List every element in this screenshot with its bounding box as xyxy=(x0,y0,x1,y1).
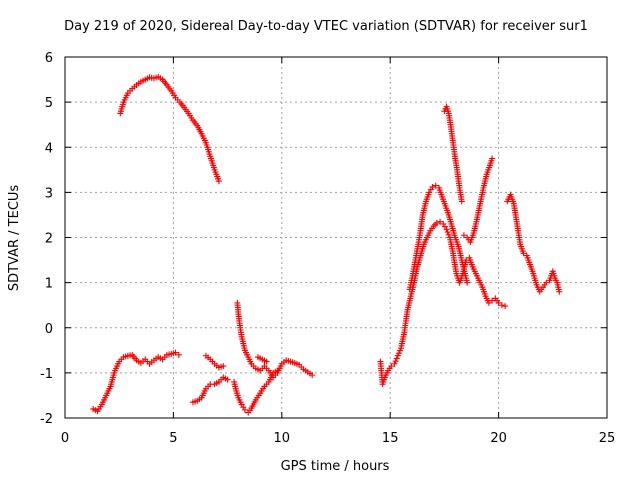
series-track-2 xyxy=(90,349,182,415)
y-axis-label: SDTVAR / TECUs xyxy=(7,185,22,292)
data-point xyxy=(520,250,527,257)
data-point xyxy=(274,367,281,374)
data-point xyxy=(224,376,231,383)
data-point xyxy=(175,351,182,358)
data-point xyxy=(498,302,505,309)
series-track-9 xyxy=(406,182,471,293)
y-tick-label: 4 xyxy=(45,141,53,156)
series-track-3 xyxy=(189,374,231,406)
data-point xyxy=(458,198,465,205)
data-point xyxy=(393,355,400,362)
data-point xyxy=(433,220,440,227)
data-point xyxy=(556,288,563,295)
data-point xyxy=(464,279,471,286)
data-point xyxy=(392,358,399,365)
y-tick-label: 2 xyxy=(45,232,53,247)
series-track-12 xyxy=(504,191,563,295)
series-track-8 xyxy=(377,218,509,388)
x-tick-label: 5 xyxy=(169,431,177,446)
data-point xyxy=(388,363,395,370)
data-point xyxy=(263,358,270,365)
data-point xyxy=(394,352,401,359)
series-track-5 xyxy=(234,299,316,381)
data-point xyxy=(495,299,502,306)
data-point xyxy=(432,182,439,189)
data-point xyxy=(172,349,179,356)
data-point xyxy=(215,178,222,185)
x-tick-label: 0 xyxy=(61,431,69,446)
data-point xyxy=(460,232,467,239)
data-point xyxy=(445,231,452,238)
data-point xyxy=(543,279,550,286)
y-tick-label: 1 xyxy=(45,277,53,292)
x-tick-label: 10 xyxy=(274,431,291,446)
series-track-11 xyxy=(460,155,496,246)
data-point xyxy=(396,347,403,354)
x-tick-label: 20 xyxy=(490,431,507,446)
data-point xyxy=(220,363,227,370)
data-point xyxy=(429,183,436,190)
chart-title: Day 219 of 2020, Sidereal Day-to-day VTE… xyxy=(64,19,588,34)
data-marks xyxy=(90,73,563,416)
series-track-6 xyxy=(231,367,281,416)
x-axis-label: GPS time / hours xyxy=(281,459,390,474)
data-point xyxy=(502,303,509,310)
x-tick-label: 25 xyxy=(599,431,616,446)
y-tick-label: 5 xyxy=(45,96,53,111)
y-tick-label: 3 xyxy=(45,186,53,201)
data-point xyxy=(489,155,496,162)
axes-layer: 0 5 10 15 20 25 -2 -1 0 1 2 3 4 5 6 xyxy=(40,51,615,446)
grid-layer xyxy=(65,57,607,418)
series-track-1 xyxy=(117,73,222,185)
data-point xyxy=(395,350,402,357)
data-point xyxy=(443,226,450,233)
data-point xyxy=(485,299,492,306)
y-tick-label: -2 xyxy=(40,412,53,427)
y-tick-label: 0 xyxy=(45,322,53,337)
series-track-10 xyxy=(441,103,465,205)
x-tick-label: 15 xyxy=(382,431,399,446)
data-point xyxy=(391,360,398,367)
data-point xyxy=(444,229,451,236)
data-point xyxy=(437,218,444,225)
y-tick-label: -1 xyxy=(40,367,53,382)
series-track-7 xyxy=(254,354,270,365)
y-tick-label: 6 xyxy=(45,51,53,66)
data-point xyxy=(309,372,316,379)
series-track-4 xyxy=(202,352,227,371)
